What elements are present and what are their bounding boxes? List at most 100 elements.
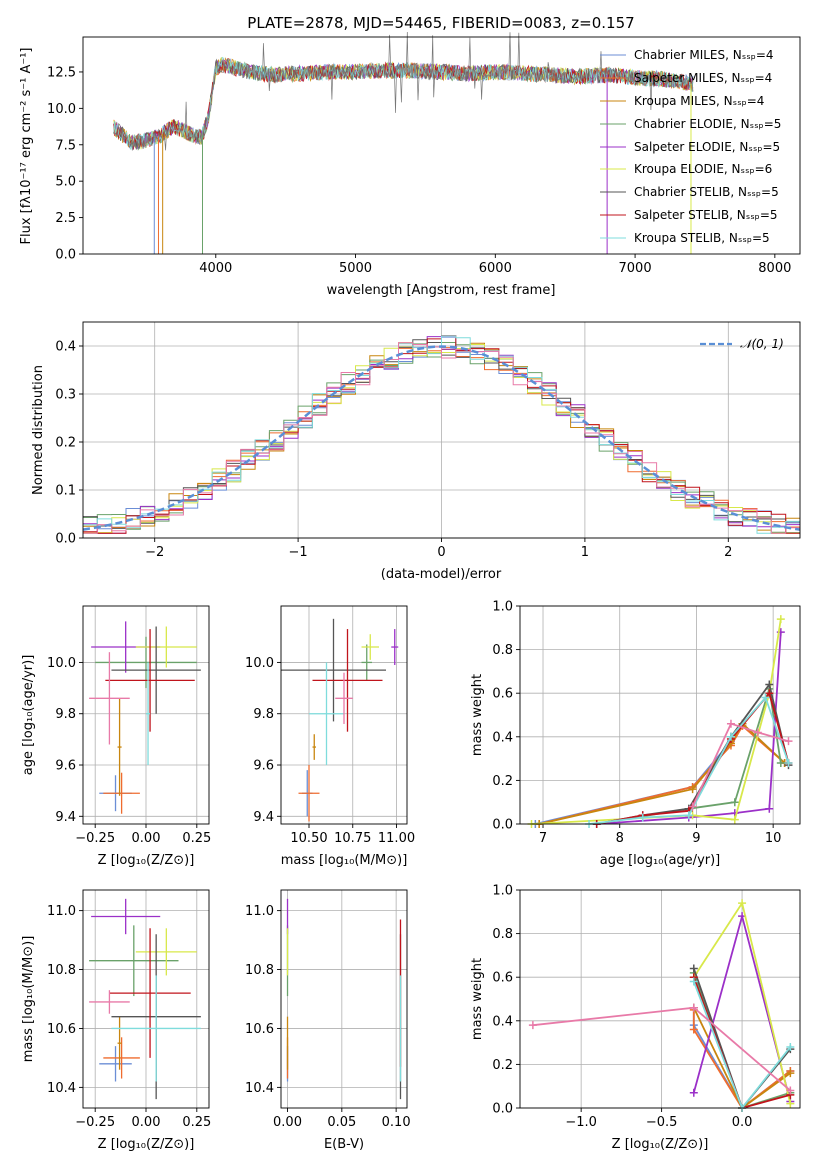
y-tick-label: 0.2 [492,1058,513,1073]
mass-vs-ebv-xlabel: E(B-V) [324,1137,364,1152]
y-tick-label: 9.8 [55,707,76,722]
y-tick-label: 0.6 [492,687,513,702]
x-tick-label: 5000 [339,261,372,276]
y-tick-label: 10.6 [47,1022,76,1037]
x-tick-label: 0 [437,545,445,560]
x-tick-label: 0.10 [382,1115,411,1130]
mass-vs-z-ylabel: mass [log₁₀(M/M⊙)] [21,936,36,1063]
x-tick-label: 2 [724,545,732,560]
x-tick-label: 10.75 [334,831,371,846]
mass-weight-line [691,722,789,807]
x-tick-label: −0.5 [646,1115,678,1130]
y-tick-label: 10.8 [47,963,76,978]
legend-label-5: Salpeter ELODIE, Nₛₛₚ=5 [634,140,780,154]
x-tick-label: 0.00 [132,831,161,846]
legend-label-9: Kroupa STELIB, Nₛₛₚ=5 [634,231,770,245]
mass-weight-point [738,899,747,908]
legend-label-7: Chabrier STELIB, Nₛₛₚ=5 [634,185,779,199]
x-tick-label: −0.25 [75,1115,115,1130]
mass-weight-vs-age-frame [519,605,801,825]
mass-weight-point [528,1021,537,1030]
legend-label-2: Salpeter MILES, Nₛₛₚ=4 [634,71,772,85]
x-tick-label: 0.05 [327,1115,356,1130]
x-tick-label: −2 [145,545,164,560]
y-tick-label: 11.0 [245,904,274,919]
residuals-frame [82,321,801,539]
mass-weight-point [689,1003,698,1012]
spectrum-legend: Chabrier MILES, Nₛₛₚ=4 Salpeter MILES, N… [600,48,781,245]
mass-weight-line [596,632,782,825]
y-tick-label: 0.2 [492,774,513,789]
mass-weight-point [786,1042,795,1051]
mass-weight-point [784,737,793,746]
age-vs-z-xlabel: Z [log₁₀(Z/Z⊙)] [98,853,195,868]
mass-weight-vs-z-panel: −1.0 −0.5 0.0 0.0 0.2 0.4 0.6 0.8 1.0 Z [log₁₀(Z… [470,884,801,1152]
x-tick-label: 0.0 [732,1115,753,1130]
mass-vs-z-panel: −0.25 0.00 0.25 10.4 10.6 10.8 11.0 Z [log₁₀(Z… [21,889,211,1152]
histogram-step [83,335,800,534]
x-tick-label: 6000 [479,261,512,276]
mass-weight-point [726,719,735,728]
mass-weight-point [776,615,785,624]
legend-label-6: Kroupa ELODIE, Nₛₛₚ=6 [634,162,772,176]
mass-weight-point [765,689,774,698]
mass-weight-point [786,1069,795,1078]
mass-weight-vs-age-ylabel: mass weight [470,674,485,756]
x-tick-label: 1 [581,545,589,560]
spectrum-xlabel: wavelength [Angstrom, rest frame] [327,283,556,298]
y-tick-label: 10.8 [245,963,274,978]
age-vs-z-panel: −0.25 0.00 0.25 9.4 9.6 9.8 10.0 Z [log₁₀(Z/Z⊙… [21,605,211,868]
y-tick-label: 0.6 [492,971,513,986]
x-tick-label: 7000 [619,261,652,276]
spectrum-frame [82,36,801,255]
mass-weight-point [689,977,698,986]
mass-weight-vs-z-xlabel: Z [log₁₀(Z/Z⊙)] [612,1137,709,1152]
x-tick-label: 11.00 [378,831,415,846]
legend-normal-label: 𝒩(0, 1) [740,337,784,351]
spectrum-line [113,31,694,151]
y-tick-label: 7.5 [55,138,76,153]
mass-vs-z-xlabel: Z [log₁₀(Z/Z⊙)] [98,1137,195,1152]
mass-weight-line [588,695,790,825]
spectrum-line [113,56,694,150]
y-tick-label: 2.5 [55,211,76,226]
y-tick-label: 1.0 [492,884,513,899]
mass-vs-ebv-frame [280,889,408,1109]
x-tick-label: 0.25 [182,1115,211,1130]
legend-label-8: Salpeter STELIB, Nₛₛₚ=5 [634,208,778,222]
age-vs-z-ylabel: age [log₁₀(age/yr)] [21,655,36,776]
y-tick-label: 9.4 [55,810,76,825]
spectrum-panel: PLATE=2878, MJD=54465, FIBERID=0083, z=0… [19,14,801,298]
x-tick-label: −1.0 [565,1115,597,1130]
mass-weight-point [765,680,774,689]
mass-weight-vs-age-panel: 7 8 9 10 0.0 0.2 0.4 0.6 0.8 1.0 age [log₁₀(age/y… [470,600,801,868]
x-tick-label: 8 [616,831,624,846]
mass-weight-vs-z-ylabel: mass weight [470,958,485,1040]
y-tick-label: 0.4 [55,340,76,355]
y-tick-label: 10.0 [245,656,274,671]
y-tick-label: 10.4 [47,1081,76,1096]
y-tick-label: 0.8 [492,927,513,942]
y-tick-label: 10.6 [245,1022,274,1037]
x-tick-label: 4000 [199,261,232,276]
y-tick-label: 1.0 [492,600,513,615]
y-tick-label: 0.8 [492,643,513,658]
mass-weight-point [689,1088,698,1097]
y-tick-label: 10.4 [245,1081,274,1096]
residuals-xlabel: (data-model)/error [381,567,502,582]
histogram-step [83,342,800,534]
x-tick-label: −1 [289,545,308,560]
mass-weight-point [638,813,647,822]
spectrum-ylabel: Flux [fλ10⁻¹⁷ erg cm⁻² s⁻¹ A⁻¹] [19,48,34,245]
mass-weight-point [730,815,739,824]
x-tick-label: 0.25 [182,831,211,846]
y-tick-label: 12.5 [47,65,76,80]
y-tick-label: 0.4 [492,1014,513,1029]
x-tick-label: 10 [765,831,782,846]
x-tick-label: −0.25 [75,831,115,846]
residuals-ylabel: Normed distribution [31,365,46,495]
mass-weight-point [689,1025,698,1034]
residuals-panel: −2 −1 0 1 2 0.0 0.1 0.2 0.3 0.4 (data-model)/erro… [31,321,801,582]
age-vs-mass-xlabel: mass [log₁₀(M/M⊙)] [281,853,408,868]
